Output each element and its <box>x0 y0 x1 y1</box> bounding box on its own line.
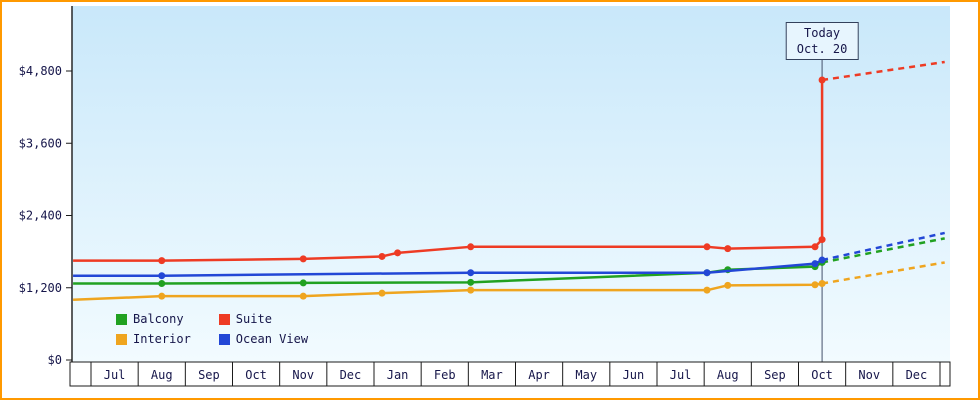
data-point-suite <box>394 249 402 257</box>
data-point-suite <box>158 257 166 265</box>
month-label: Aug <box>717 368 739 382</box>
legend-label: Ocean View <box>235 332 309 346</box>
month-label: Oct <box>245 368 267 382</box>
today-label: Today <box>804 26 841 40</box>
data-point-suite <box>378 252 386 260</box>
month-label: Dec <box>340 368 362 382</box>
data-point-interior <box>818 280 826 288</box>
data-point-balcony <box>299 279 307 287</box>
legend-item-balcony: Balcony <box>116 312 191 326</box>
data-point-ocean_view <box>703 269 711 277</box>
y-tick-label: $3,600 <box>19 136 62 150</box>
legend-label: Suite <box>235 312 272 326</box>
legend-item-suite: Suite <box>218 312 308 326</box>
legend-swatch <box>116 333 127 345</box>
data-point-suite <box>467 243 475 251</box>
month-label: Feb <box>434 368 456 382</box>
month-label: Nov <box>858 368 880 382</box>
data-point-suite <box>724 245 732 253</box>
plot-background <box>72 6 950 362</box>
month-label: Dec <box>906 368 928 382</box>
y-tick-label: $1,200 <box>19 281 62 295</box>
today-annotation: Today Oct. 20 <box>785 22 859 60</box>
month-label: Mar <box>481 368 503 382</box>
month-label: Nov <box>292 368 314 382</box>
data-point-suite <box>703 243 711 251</box>
legend-swatch <box>218 313 230 325</box>
data-point-interior <box>724 281 732 289</box>
data-point-suite <box>818 236 826 244</box>
series-forecast-suite <box>821 60 945 82</box>
data-point-interior <box>703 286 711 294</box>
legend-item-interior: Interior <box>116 332 191 346</box>
month-label: Sep <box>764 368 786 382</box>
data-point-ocean_view <box>467 269 475 277</box>
data-point-ocean_view <box>158 272 166 280</box>
month-label: Jul <box>104 368 126 382</box>
data-point-suite <box>811 243 819 251</box>
y-tick-label: $2,400 <box>19 209 62 223</box>
series-forecast-ocean_view <box>821 231 945 262</box>
data-point-interior <box>467 286 475 294</box>
month-label: Jul <box>670 368 692 382</box>
legend-swatch <box>116 313 127 325</box>
data-point-suite <box>299 255 307 263</box>
month-label: Jan <box>387 368 409 382</box>
data-point-interior <box>378 289 386 297</box>
series-line-balcony <box>73 261 823 285</box>
month-label: Aug <box>151 368 173 382</box>
month-label: May <box>575 368 597 382</box>
data-point-suite <box>818 76 826 84</box>
series-forecast-interior <box>821 261 945 285</box>
legend: Balcony Suite Interior Ocean View <box>116 312 308 346</box>
month-label: Sep <box>198 368 220 382</box>
y-tick-label: $0 <box>48 353 62 367</box>
today-date: Oct. 20 <box>796 42 848 56</box>
month-label: Jun <box>623 368 645 382</box>
data-point-ocean_view <box>818 256 826 264</box>
data-point-ocean_view <box>811 260 819 268</box>
legend-item-ocean-view: Ocean View <box>218 332 309 346</box>
legend-label: Balcony <box>133 312 184 326</box>
legend-swatch <box>218 333 230 345</box>
data-point-balcony <box>158 280 166 288</box>
data-point-balcony <box>467 278 475 286</box>
series-forecast-balcony <box>821 237 945 264</box>
y-tick-label: $4,800 <box>19 64 62 78</box>
month-row <box>69 361 951 387</box>
month-label: Oct <box>811 368 833 382</box>
data-point-interior <box>811 281 819 289</box>
month-label: Apr <box>528 368 550 382</box>
data-point-interior <box>158 292 166 300</box>
legend-label: Interior <box>133 332 191 346</box>
data-point-interior <box>299 292 307 300</box>
